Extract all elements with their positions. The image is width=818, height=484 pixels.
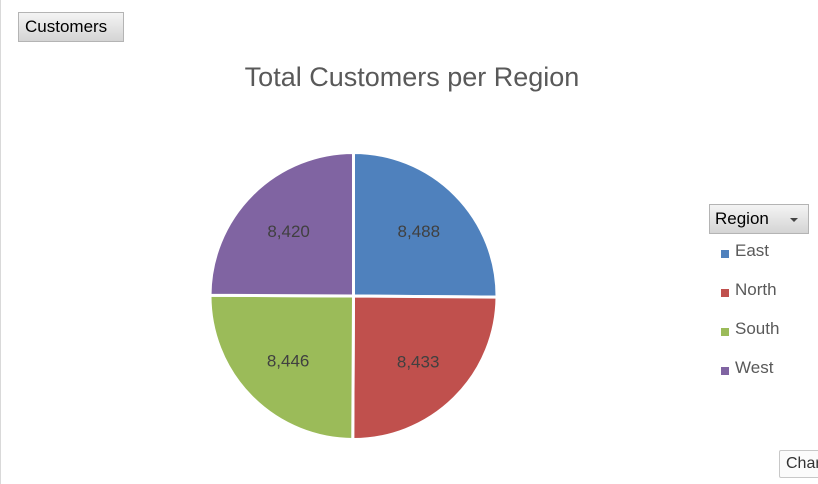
data-label-south: 8,446: [267, 352, 310, 371]
sheet-left-border: [0, 0, 1, 484]
data-label-north: 8,433: [397, 352, 440, 371]
region-filter-button[interactable]: Region: [709, 204, 809, 234]
legend-label-north: North: [735, 280, 777, 299]
legend-swatch-north: [721, 289, 729, 297]
data-label-east: 8,488: [398, 222, 441, 241]
dropdown-arrow-icon: [790, 218, 798, 222]
legend-swatch-west: [721, 367, 729, 375]
legend-swatch-south: [721, 328, 729, 336]
pie-slice-west[interactable]: [208, 150, 355, 298]
values-field-label: Customers: [25, 17, 108, 36]
legend-label-east: East: [735, 241, 770, 260]
chart-options-label: Char: [786, 455, 818, 472]
legend-swatch-east: [721, 250, 729, 258]
pie-slice-east[interactable]: [352, 150, 499, 299]
legend-label-west: West: [735, 358, 774, 377]
pie-slice-north[interactable]: [351, 294, 499, 441]
region-filter-label: Region: [715, 209, 769, 228]
legend-label-south: South: [735, 319, 780, 338]
chart-options-button[interactable]: Char: [779, 450, 818, 478]
pie-slice-south[interactable]: [208, 293, 356, 442]
data-label-west: 8,420: [267, 222, 310, 241]
values-field-button[interactable]: Customers: [18, 12, 124, 42]
chart-title: Total Customers per Region: [244, 62, 580, 92]
